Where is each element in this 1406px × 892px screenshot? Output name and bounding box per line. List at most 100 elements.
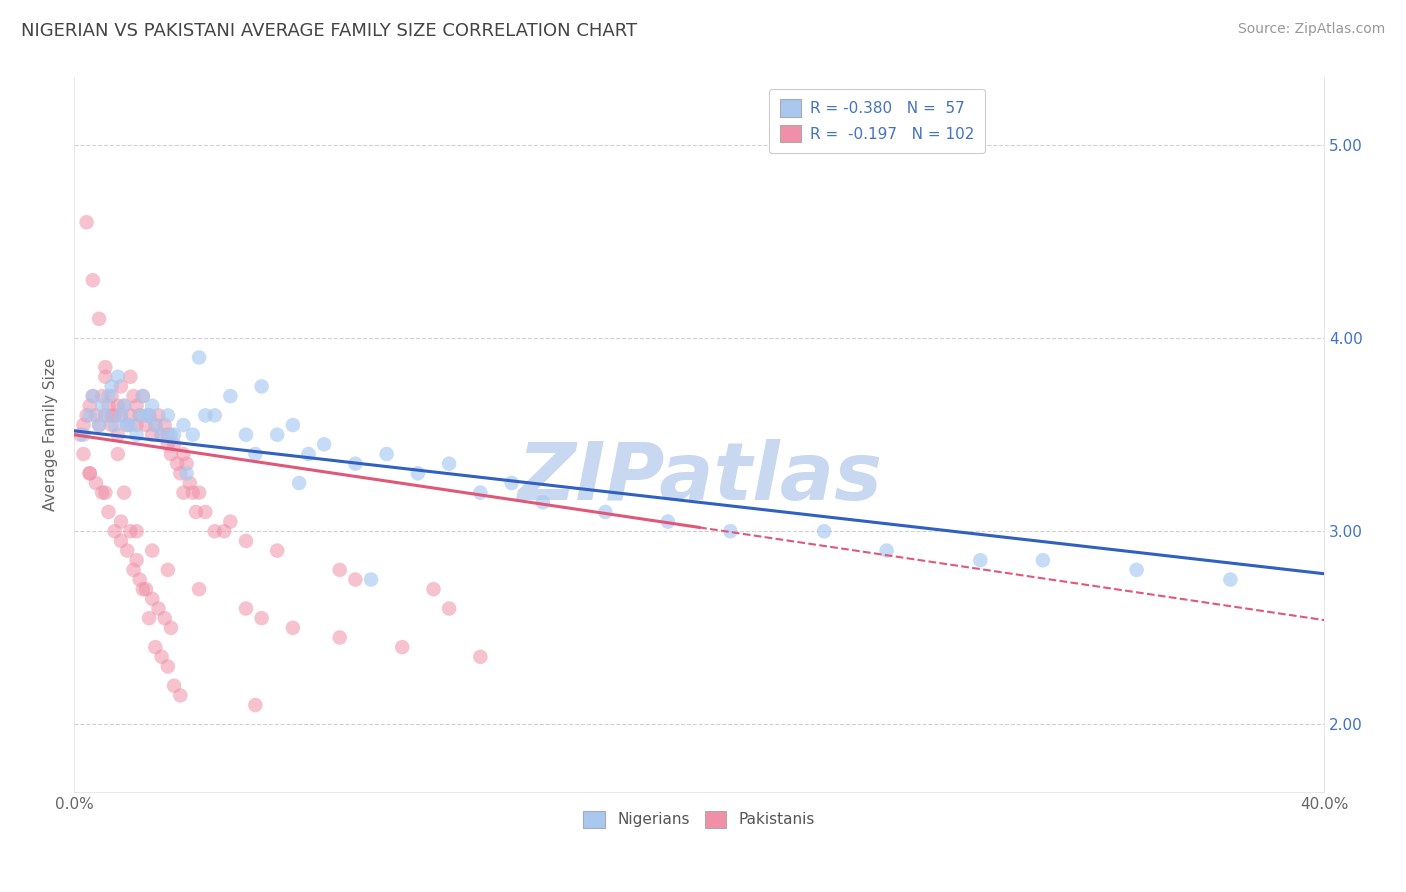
- Point: [501, 475, 523, 490]
- Point: [470, 485, 492, 500]
- Point: [148, 601, 170, 615]
- Point: [115, 418, 138, 433]
- Point: [128, 409, 150, 423]
- Point: [112, 485, 135, 500]
- Point: [91, 399, 114, 413]
- Legend: Nigerians, Pakistanis: Nigerians, Pakistanis: [578, 805, 821, 834]
- Point: [97, 505, 120, 519]
- Point: [595, 505, 617, 519]
- Point: [79, 467, 101, 481]
- Point: [110, 409, 132, 423]
- Point: [87, 311, 110, 326]
- Point: [329, 563, 352, 577]
- Point: [169, 467, 191, 481]
- Point: [375, 447, 398, 461]
- Point: [150, 427, 173, 442]
- Point: [104, 524, 127, 539]
- Point: [97, 399, 120, 413]
- Point: [132, 389, 155, 403]
- Point: [172, 447, 194, 461]
- Point: [141, 399, 163, 413]
- Y-axis label: Average Family Size: Average Family Size: [44, 358, 58, 511]
- Point: [163, 679, 186, 693]
- Point: [143, 418, 166, 433]
- Point: [76, 215, 98, 229]
- Point: [969, 553, 991, 567]
- Point: [235, 427, 257, 442]
- Point: [125, 427, 148, 442]
- Point: [314, 437, 336, 451]
- Point: [125, 553, 148, 567]
- Point: [100, 409, 122, 423]
- Point: [1219, 573, 1241, 587]
- Text: Source: ZipAtlas.com: Source: ZipAtlas.com: [1237, 22, 1385, 37]
- Point: [876, 543, 898, 558]
- Point: [360, 573, 382, 587]
- Point: [107, 399, 129, 413]
- Point: [163, 437, 186, 451]
- Point: [245, 698, 267, 712]
- Point: [194, 505, 217, 519]
- Point: [156, 409, 179, 423]
- Point: [82, 389, 104, 403]
- Point: [143, 640, 166, 654]
- Point: [69, 427, 91, 442]
- Point: [79, 467, 101, 481]
- Point: [135, 409, 157, 423]
- Point: [138, 409, 160, 423]
- Point: [132, 582, 155, 597]
- Point: [1125, 563, 1147, 577]
- Point: [110, 515, 132, 529]
- Point: [115, 543, 138, 558]
- Point: [125, 524, 148, 539]
- Point: [125, 418, 148, 433]
- Point: [156, 563, 179, 577]
- Point: [110, 379, 132, 393]
- Point: [76, 409, 98, 423]
- Point: [188, 582, 211, 597]
- Point: [72, 427, 94, 442]
- Point: [153, 611, 176, 625]
- Point: [122, 563, 145, 577]
- Point: [82, 273, 104, 287]
- Point: [153, 418, 176, 433]
- Point: [281, 621, 304, 635]
- Point: [181, 485, 204, 500]
- Point: [219, 389, 242, 403]
- Point: [148, 409, 170, 423]
- Point: [169, 689, 191, 703]
- Point: [406, 467, 429, 481]
- Point: [250, 379, 273, 393]
- Point: [297, 447, 319, 461]
- Point: [94, 360, 117, 375]
- Point: [179, 475, 201, 490]
- Point: [135, 418, 157, 433]
- Point: [266, 427, 288, 442]
- Point: [128, 573, 150, 587]
- Point: [141, 543, 163, 558]
- Point: [166, 457, 188, 471]
- Point: [125, 399, 148, 413]
- Point: [72, 447, 94, 461]
- Text: ZIPatlas: ZIPatlas: [516, 439, 882, 516]
- Point: [172, 485, 194, 500]
- Point: [110, 409, 132, 423]
- Point: [143, 418, 166, 433]
- Point: [112, 399, 135, 413]
- Point: [94, 485, 117, 500]
- Point: [120, 369, 142, 384]
- Point: [107, 447, 129, 461]
- Point: [245, 447, 267, 461]
- Point: [250, 611, 273, 625]
- Point: [72, 418, 94, 433]
- Point: [87, 418, 110, 433]
- Point: [120, 524, 142, 539]
- Point: [94, 409, 117, 423]
- Point: [128, 409, 150, 423]
- Point: [132, 389, 155, 403]
- Point: [181, 427, 204, 442]
- Point: [150, 427, 173, 442]
- Point: [204, 524, 226, 539]
- Point: [135, 582, 157, 597]
- Point: [122, 389, 145, 403]
